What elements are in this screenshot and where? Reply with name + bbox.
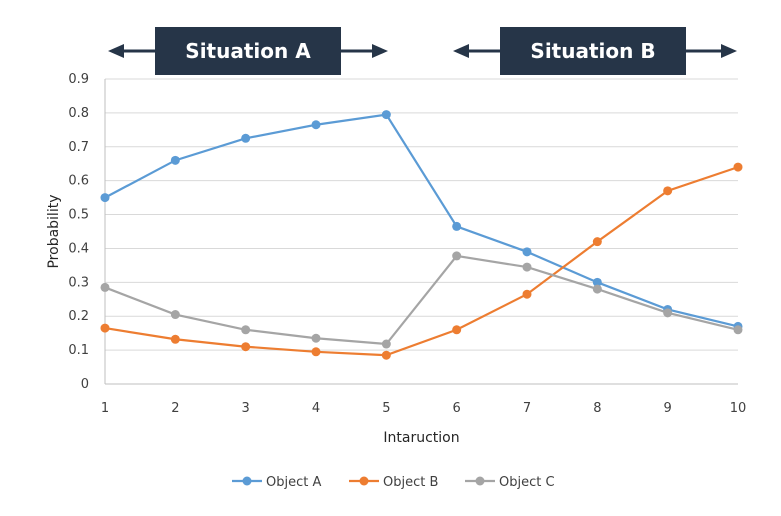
data-point (522, 247, 532, 257)
y-axis-title: Probability (46, 194, 62, 268)
gridlines (105, 78, 738, 351)
series-object-a (100, 110, 743, 331)
arrow-left-icon (453, 44, 469, 58)
data-point (100, 193, 110, 203)
data-point (311, 120, 321, 130)
series-line (104, 254, 739, 346)
data-point (452, 221, 462, 231)
x-tick-label: 3 (242, 401, 250, 416)
x-tick-label: 9 (664, 401, 672, 416)
legend-label: Object A (266, 475, 321, 490)
situation-label: Situation A (185, 39, 311, 63)
arrow-right-icon (721, 44, 737, 58)
data-point (522, 289, 532, 299)
series-object-b (100, 162, 743, 360)
x-tick-label: 5 (382, 401, 390, 416)
data-point (592, 237, 602, 247)
data-point (381, 339, 391, 349)
legend-item: Object B (349, 475, 438, 490)
situation-banner-b: Situation B (453, 27, 737, 75)
data-point (663, 308, 673, 318)
data-point (381, 110, 391, 120)
data-point (241, 342, 251, 352)
legend-item: Object C (465, 475, 555, 490)
x-tick-label: 6 (453, 401, 461, 416)
x-tick-labels: 1 2 3 4 5 6 7 8 9 10 (101, 401, 746, 416)
data-point (733, 162, 743, 172)
x-tick-label: 2 (171, 401, 179, 416)
series-line (104, 113, 739, 328)
y-tick-label: 0.4 (68, 241, 89, 256)
legend-marker (475, 476, 485, 486)
legend-item: Object A (232, 475, 321, 490)
data-point (170, 310, 180, 320)
legend-marker (242, 476, 252, 486)
x-tick-label: 8 (593, 401, 601, 416)
y-tick-label: 0.2 (68, 309, 89, 324)
data-point (381, 350, 391, 360)
legend-label: Object B (383, 475, 438, 490)
data-point (522, 262, 532, 272)
data-point (452, 325, 462, 335)
data-point (241, 325, 251, 335)
situation-banners: Situation A Situation B (108, 27, 737, 75)
y-tick-label: 0.8 (68, 106, 89, 121)
arrow-left-icon (108, 44, 124, 58)
data-point (452, 251, 462, 261)
legend: Object A Object B Object C (232, 475, 555, 490)
y-tick-label: 0.7 (68, 140, 89, 155)
arrow-right-icon (372, 44, 388, 58)
x-axis-title: Intaruction (383, 430, 459, 446)
situation-label-box (500, 27, 686, 75)
legend-marker (359, 476, 369, 486)
data-point (170, 334, 180, 344)
situation-banner-a: Situation A (108, 27, 388, 75)
data-point (100, 323, 110, 333)
data-point (592, 284, 602, 294)
x-tick-label: 4 (312, 401, 320, 416)
legend-label: Object C (499, 475, 555, 490)
y-tick-label: 0.3 (68, 275, 89, 290)
series-line (104, 166, 739, 357)
data-point (733, 325, 743, 335)
series-object-c (100, 251, 743, 349)
y-tick-labels: 0 0.1 0.2 0.3 0.4 0.5 0.6 0.7 0.8 0.9 (68, 72, 89, 392)
y-tick-label: 0 (81, 377, 89, 392)
y-tick-label: 0.9 (68, 72, 89, 87)
data-point (170, 155, 180, 165)
axes (104, 79, 738, 385)
y-tick-label: 0.6 (68, 174, 89, 189)
situation-label-box (155, 27, 341, 75)
series-lines (100, 110, 743, 360)
data-point (100, 282, 110, 292)
situation-label: Situation B (530, 39, 655, 63)
x-tick-label: 7 (523, 401, 531, 416)
data-point (663, 186, 673, 196)
y-tick-label: 0.5 (68, 208, 89, 223)
x-tick-label: 1 (101, 401, 109, 416)
data-point (311, 333, 321, 343)
x-tick-label: 10 (730, 401, 747, 416)
data-point (311, 347, 321, 357)
data-point (241, 133, 251, 143)
y-tick-label: 0.1 (68, 343, 89, 358)
data-point (592, 277, 602, 287)
